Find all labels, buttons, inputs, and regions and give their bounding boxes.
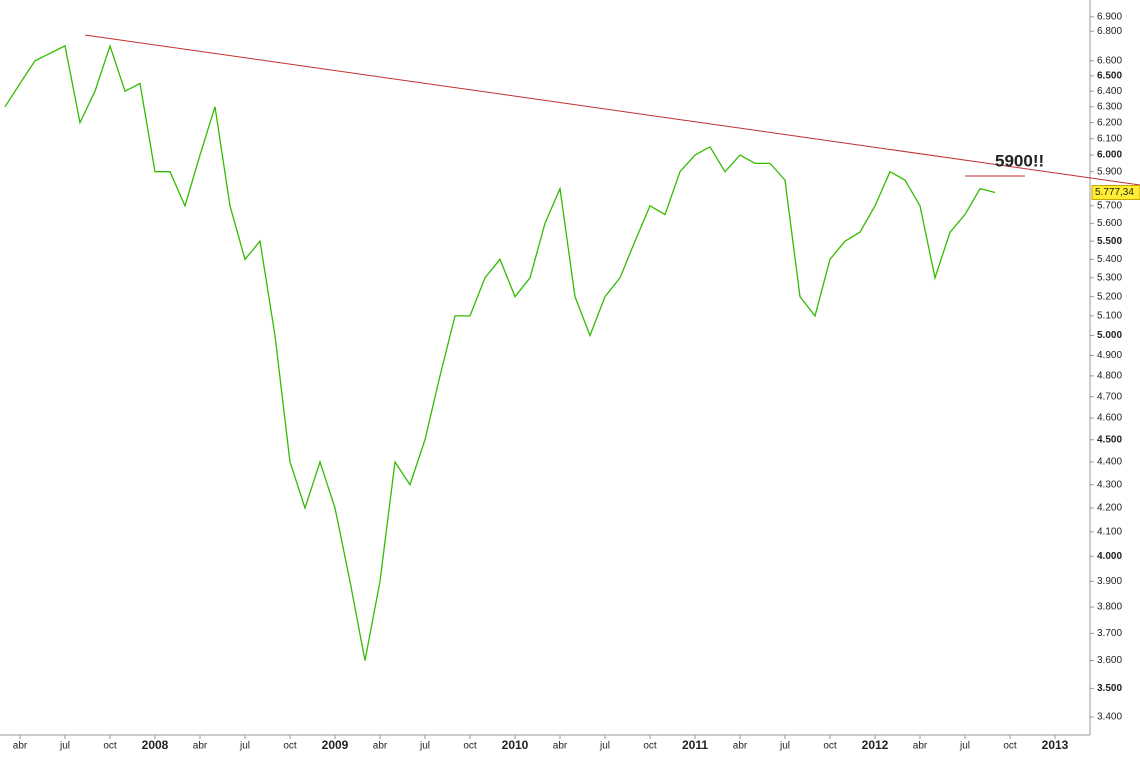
x-tick-label: jul — [599, 741, 610, 752]
y-tick-label: 3.400 — [1097, 712, 1122, 723]
price-tag-label: 5.777,34 — [1095, 187, 1134, 198]
x-tick-label: jul — [419, 741, 430, 752]
y-tick-label: 3.900 — [1097, 576, 1122, 587]
x-tick-label: jul — [959, 741, 970, 752]
y-tick-label: 4.200 — [1097, 503, 1122, 514]
y-tick-label: 6.600 — [1097, 55, 1122, 66]
y-tick-label: 4.800 — [1097, 371, 1122, 382]
y-tick-label: 6.400 — [1097, 86, 1122, 97]
y-tick-label: 3.600 — [1097, 655, 1122, 666]
x-tick-label: abr — [913, 741, 928, 752]
y-tick-label: 4.400 — [1097, 457, 1122, 468]
y-tick-label: 4.500 — [1097, 434, 1122, 445]
y-tick-label: 4.700 — [1097, 391, 1122, 402]
x-tick-label: abr — [733, 741, 748, 752]
y-tick-label: 6.800 — [1097, 26, 1122, 37]
x-tick-label: oct — [463, 741, 477, 752]
price-tag — [1091, 184, 1140, 200]
x-tick-label: 2013 — [1042, 738, 1069, 752]
y-tick-label: 6.200 — [1097, 117, 1122, 128]
y-tick-label: 5.900 — [1097, 166, 1122, 177]
y-tick-label: 4.100 — [1097, 526, 1122, 537]
y-tick-label: 6.500 — [1097, 71, 1122, 82]
x-tick-label: abr — [13, 741, 28, 752]
y-tick-label: 6.000 — [1097, 150, 1122, 161]
x-tick-label: 2010 — [502, 738, 529, 752]
x-tick-label: 2008 — [142, 738, 169, 752]
y-tick-label: 5.600 — [1097, 218, 1122, 229]
y-tick-label: 4.000 — [1097, 551, 1122, 562]
x-tick-label: oct — [283, 741, 297, 752]
y-tick-label: 6.100 — [1097, 133, 1122, 144]
price-line — [4, 43, 996, 661]
y-tick-label: 6.900 — [1097, 11, 1122, 22]
y-tick-label: 3.500 — [1097, 683, 1122, 694]
y-tick-label: 3.800 — [1097, 602, 1122, 613]
x-tick-label: oct — [1003, 741, 1017, 752]
y-tick-label: 3.700 — [1097, 628, 1122, 639]
x-tick-label: abr — [193, 741, 208, 752]
x-tick-label: oct — [823, 741, 837, 752]
x-tick-label: 2009 — [322, 738, 349, 752]
x-tick-label: oct — [643, 741, 657, 752]
y-tick-label: 5.300 — [1097, 272, 1122, 283]
x-tick-label: 2011 — [682, 738, 708, 752]
y-tick-label: 4.600 — [1097, 413, 1122, 424]
x-tick-label: jul — [59, 741, 70, 752]
x-tick-label: jul — [779, 741, 790, 752]
y-tick-label: 5.000 — [1097, 330, 1122, 341]
trend-line — [84, 34, 1140, 186]
y-tick-label: 5.100 — [1097, 311, 1122, 322]
y-tick-label: 5.200 — [1097, 291, 1122, 302]
y-tick-label: 5.500 — [1097, 236, 1122, 247]
y-tick-label: 5.700 — [1097, 200, 1122, 211]
annotation: 5900!! — [995, 151, 1044, 170]
x-tick-label: jul — [239, 741, 250, 752]
x-tick-label: 2012 — [862, 738, 889, 752]
y-tick-label: 6.300 — [1097, 101, 1122, 112]
x-tick-label: abr — [373, 741, 388, 752]
y-tick-label: 4.300 — [1097, 479, 1122, 490]
y-tick-label: 5.400 — [1097, 254, 1122, 265]
y-tick-label: 4.900 — [1097, 350, 1122, 361]
x-tick-label: oct — [103, 741, 117, 752]
x-tick-label: abr — [553, 741, 568, 752]
